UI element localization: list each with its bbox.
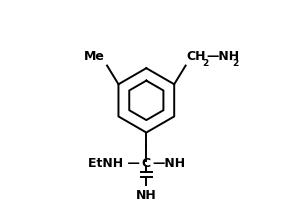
Text: C: C (142, 157, 151, 170)
Text: 2: 2 (202, 59, 208, 68)
Text: CH: CH (187, 50, 206, 63)
Text: Me: Me (84, 51, 105, 64)
Text: —NH: —NH (153, 157, 186, 170)
Text: 2: 2 (232, 59, 238, 68)
Text: —NH: —NH (206, 50, 239, 63)
Text: EtNH —: EtNH — (88, 157, 140, 170)
Text: NH: NH (136, 189, 157, 202)
